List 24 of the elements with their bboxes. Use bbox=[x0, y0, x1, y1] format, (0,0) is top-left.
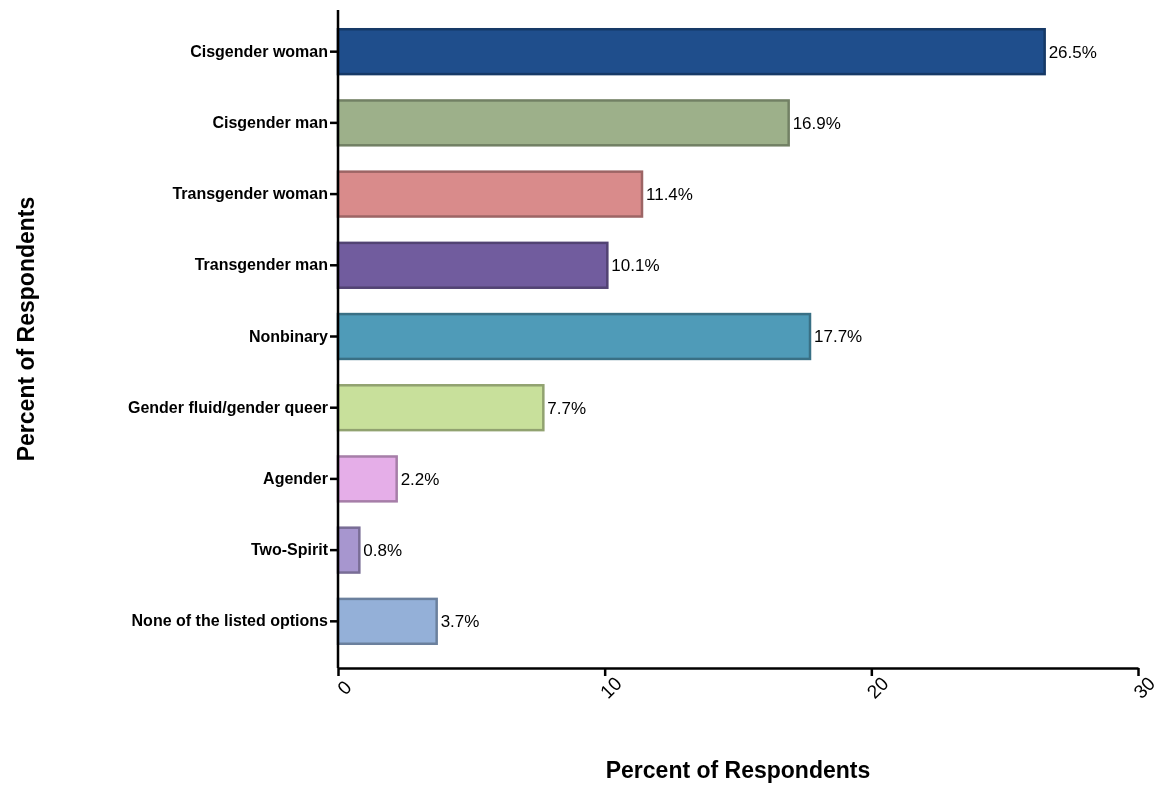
y-tick-label: Two-Spirit bbox=[250, 541, 329, 559]
data-label: 11.4% bbox=[646, 185, 693, 205]
data-label: 17.7% bbox=[814, 327, 863, 347]
y-tick-label: Nonbinary bbox=[248, 327, 329, 345]
y-tick-label: Cisgender woman bbox=[190, 42, 328, 60]
y-tick-label: Transgender woman bbox=[172, 185, 328, 203]
data-label: 7.7% bbox=[547, 398, 587, 418]
x-tick-label: 30 bbox=[1129, 672, 1157, 703]
data-label: 2.2% bbox=[400, 469, 440, 489]
data-label: 26.5% bbox=[1048, 42, 1097, 62]
y-tick-label: Cisgender man bbox=[212, 114, 328, 131]
x-tick-label: 20 bbox=[862, 672, 893, 703]
data-label: 16.9% bbox=[792, 113, 841, 133]
data-label: 10.1% bbox=[611, 256, 660, 276]
x-axis-title: Percent of Respondents bbox=[605, 757, 871, 783]
y-tick-label: Agender bbox=[263, 470, 328, 488]
data-label: 0.8% bbox=[363, 541, 403, 561]
y-tick-label: None of the listed options bbox=[131, 612, 329, 630]
x-tick-label: 0 bbox=[333, 676, 356, 699]
x-tick-label: 10 bbox=[596, 672, 626, 703]
y-axis-title: Percent of Respondents bbox=[13, 196, 39, 462]
y-tick-label: Transgender man bbox=[194, 256, 328, 274]
y-tick-label: Gender fluid/gender queer bbox=[127, 398, 328, 416]
data-label: 3.7% bbox=[440, 612, 480, 632]
